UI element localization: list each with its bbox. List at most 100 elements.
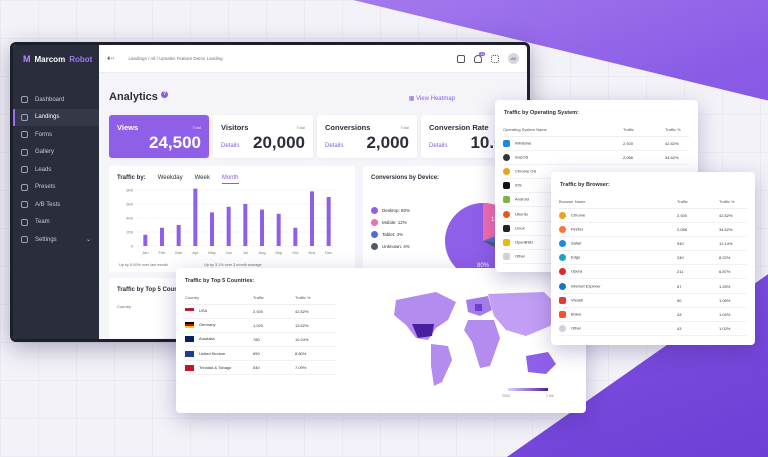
sidebar-item-team[interactable]: Team xyxy=(13,214,99,232)
table-row[interactable]: Safari 940 12.14% xyxy=(559,236,747,252)
view-heatmap-link[interactable]: ▦ View Heatmap xyxy=(408,96,455,102)
vivaldi-icon xyxy=(559,296,566,304)
sidebar-item-settings[interactable]: Settings ⌄ xyxy=(13,231,99,249)
table-row[interactable]: Vivaldi 50 1.05% xyxy=(559,293,747,308)
device-legend: Desktop: 80% Mobile: 12% Tablet: 4% Unkn… xyxy=(371,204,410,252)
table-row[interactable]: Firefox 2,056 34.62% xyxy=(559,222,747,237)
country-traffic: 650 xyxy=(253,346,295,362)
os-name: Android xyxy=(515,196,529,202)
table-header: Browser Name Traffic Traffic % xyxy=(559,196,747,209)
other-os-icon xyxy=(503,253,510,261)
sidebar-item-ab-tests[interactable]: A/B Tests xyxy=(13,196,99,214)
ab-tests-icon xyxy=(21,201,28,209)
traffic-title: Traffic by: xyxy=(117,175,146,181)
table-row[interactable]: Germany 1,020 13.62% xyxy=(185,318,335,333)
sidebar-item-gallery[interactable]: Gallery xyxy=(13,144,99,162)
help-icon[interactable]: ? xyxy=(160,91,168,98)
details-link[interactable]: Details xyxy=(325,143,344,149)
browser-pct: 42.82% xyxy=(719,208,747,223)
table-row[interactable]: Brave 43 1.04% xyxy=(559,307,747,323)
gallery-icon xyxy=(21,148,28,156)
sidebar-item-label: Forms xyxy=(35,131,52,138)
stat-card-visitors: Visitors Total 20,000 Details xyxy=(213,115,313,158)
os-name: Ubuntu xyxy=(515,211,528,217)
browser-name: Brave xyxy=(571,311,582,317)
table-row[interactable]: Edge 240 8.22% xyxy=(559,250,747,266)
sidebar-item-leads[interactable]: Leads xyxy=(13,161,99,179)
traffic-note-average: Up by 3.1% over 3 month average xyxy=(204,263,262,267)
y-tick-label: 400 xyxy=(126,216,133,221)
x-tick-label: Jul xyxy=(243,250,248,255)
table-header: Country Traffic Traffic % xyxy=(185,292,335,305)
apps-grid-icon[interactable] xyxy=(491,54,499,63)
tab-month[interactable]: Month xyxy=(221,175,239,184)
x-tick-label: Mar xyxy=(175,250,183,255)
bar-jun[interactable] xyxy=(226,206,231,246)
trinidad-flag-icon xyxy=(185,364,194,371)
bar-jul[interactable] xyxy=(243,204,248,246)
y-tick-label: 800 xyxy=(126,188,133,193)
browsers-title: Traffic by Browser: xyxy=(560,182,610,188)
country-traffic: 2,920 xyxy=(253,304,295,319)
edge-icon xyxy=(559,254,566,262)
brave-icon xyxy=(559,310,566,318)
browser-pct: 6.87% xyxy=(719,264,747,280)
conversions-title: Conversions by Device: xyxy=(371,175,440,181)
table-row[interactable]: Trinidad & Tobago 540 7.09% xyxy=(185,360,335,376)
sidebar-item-presets[interactable]: Presets xyxy=(13,179,99,197)
table-row[interactable]: United Kindom 650 8.80% xyxy=(185,346,335,362)
bar-mar[interactable] xyxy=(176,225,181,246)
os-name: Windows xyxy=(515,140,532,146)
os-name: iOS xyxy=(515,182,522,188)
back-arrow-icon[interactable]: ⇠ xyxy=(107,53,115,63)
legend-label: Unknown: 4% xyxy=(382,243,410,249)
sidebar-item-label: Settings xyxy=(35,236,57,243)
avatar[interactable]: AE xyxy=(508,53,519,64)
details-link[interactable]: Details xyxy=(429,143,448,149)
bar-apr[interactable] xyxy=(193,188,198,246)
bar-aug[interactable] xyxy=(260,209,264,246)
country-traffic: 1,020 xyxy=(253,318,295,333)
sidebar-item-dashboard[interactable]: Dashboard xyxy=(13,91,99,109)
add-page-icon[interactable] xyxy=(457,54,465,63)
breadcrumb[interactable]: Landings / All / Upsales Feature Demo La… xyxy=(128,56,223,61)
bell-icon[interactable]: 12 xyxy=(474,51,485,63)
table-header: Operating System Name Traffic Traffic % xyxy=(503,124,689,137)
desktop-dot xyxy=(371,206,378,214)
country-header: Country xyxy=(117,304,132,309)
browser-table: Browser Name Traffic Traffic % Chrome 2,920… xyxy=(559,196,747,337)
table-row[interactable]: Windows 2,920 42.82% xyxy=(503,136,689,151)
table-row[interactable]: macOS 2,056 34.62% xyxy=(503,150,689,165)
usa-flag-icon xyxy=(185,308,194,315)
table-row[interactable]: Opera 211 6.87% xyxy=(559,264,747,280)
tab-weekday[interactable]: Weekday xyxy=(157,175,183,181)
page-title: Analytics ? xyxy=(109,91,168,103)
bar-may[interactable] xyxy=(210,212,214,246)
x-tick-label: Jan xyxy=(142,250,148,255)
browser-name: Other xyxy=(571,325,582,331)
table-row[interactable]: USA 2,920 42.82% xyxy=(185,304,335,319)
bar-nov[interactable] xyxy=(310,191,314,246)
tab-week[interactable]: Week xyxy=(194,175,210,181)
details-link[interactable]: Details xyxy=(221,143,240,149)
logo[interactable]: M Marcom Robot xyxy=(13,45,99,73)
bar-dec[interactable] xyxy=(326,197,331,246)
countries-table: Country Traffic Traffic % USA 2,920 42.82% G… xyxy=(185,292,335,376)
stat-sub: Total xyxy=(192,125,201,130)
browser-pct: 1.02% xyxy=(719,321,747,337)
stat-card-conversions: Conversions Total 2,000 Details xyxy=(317,115,417,158)
sidebar-item-landings[interactable]: Landings xyxy=(13,108,99,126)
bar-feb[interactable] xyxy=(160,227,164,246)
bar-oct[interactable] xyxy=(293,227,298,246)
bar-sep[interactable] xyxy=(276,213,281,246)
bar-jan[interactable] xyxy=(143,234,148,246)
table-row[interactable]: Chrome 2,920 42.82% xyxy=(559,208,747,223)
map-south-america xyxy=(431,344,452,386)
os-name: Linux xyxy=(515,225,525,231)
country-name: USA xyxy=(199,308,208,314)
table-row[interactable]: Internet Explorer 67 1.25% xyxy=(559,278,747,294)
opera-icon xyxy=(559,268,566,276)
table-row[interactable]: Other 43 1.02% xyxy=(559,321,747,337)
sidebar-item-forms[interactable]: Forms xyxy=(13,126,99,144)
table-row[interactable]: Australia 780 10.24% xyxy=(185,332,335,348)
